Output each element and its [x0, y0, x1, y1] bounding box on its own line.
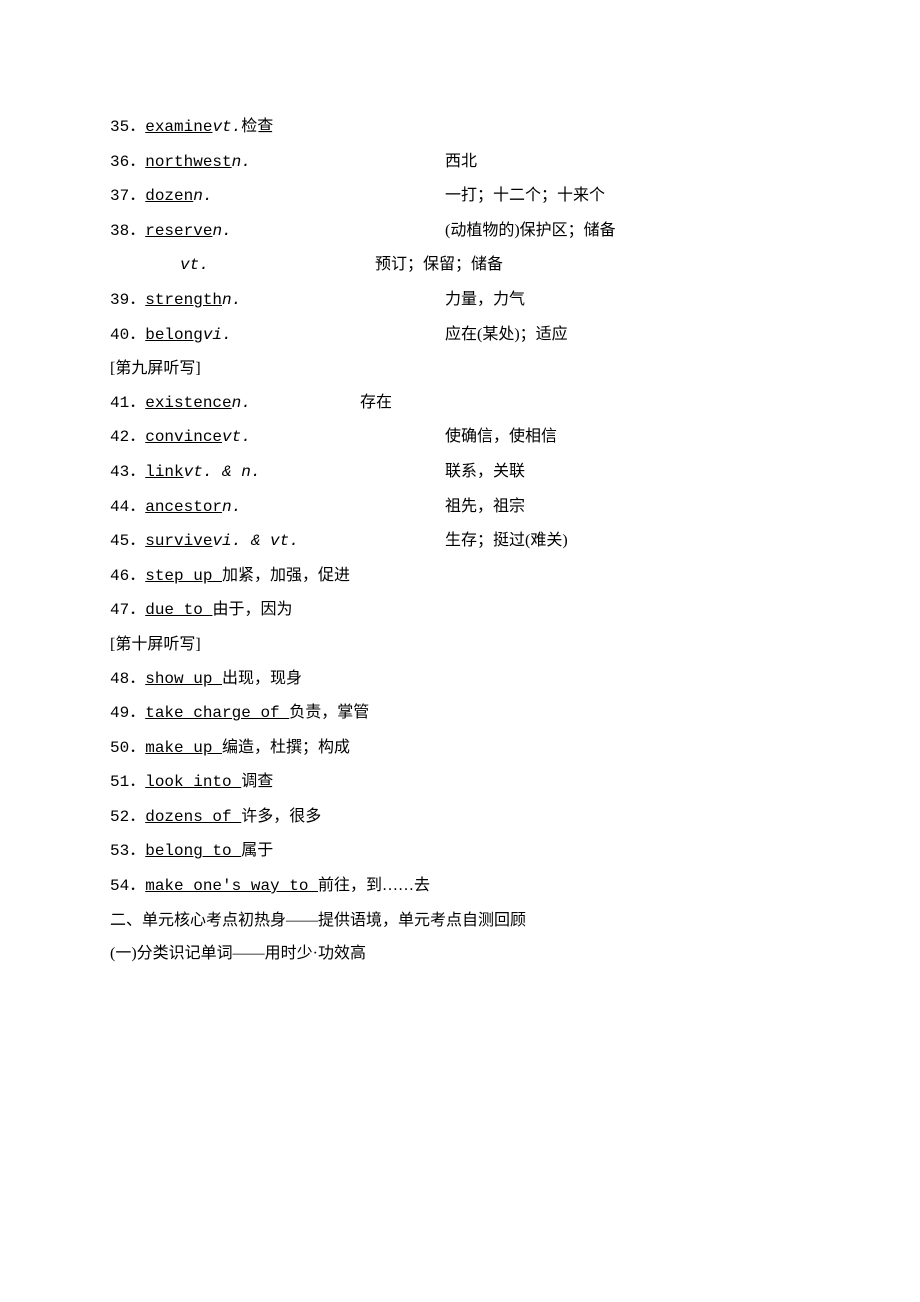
- entry-pos: n.: [212, 222, 231, 240]
- entry-def: 应在(某处)；适应: [445, 318, 568, 352]
- entry-term: examine: [145, 118, 212, 136]
- entry-term: ancestor: [145, 498, 222, 516]
- entry-pos: vi.: [203, 326, 232, 344]
- entry-pos: n.: [232, 153, 251, 171]
- vocab-entry: 54．make one's way to 前往，到……去: [110, 869, 810, 904]
- entry-term: link: [145, 463, 183, 481]
- entry-number: 51．: [110, 773, 145, 791]
- entry-term: reserve: [145, 222, 212, 240]
- entry-number: 53．: [110, 842, 145, 860]
- entry-number: 39．: [110, 291, 145, 309]
- entry-term: due to: [145, 601, 212, 619]
- entry-def: 前往，到……去: [318, 877, 430, 894]
- entry-pos: vi. & vt.: [212, 532, 298, 550]
- entry-number: 40．: [110, 326, 145, 344]
- vocab-entry: 44．ancestorn. 祖先，祖宗: [110, 490, 810, 525]
- entry-def: 力量，力气: [445, 283, 525, 317]
- entry-pos: n.: [232, 394, 251, 412]
- entry-def: 调查: [241, 773, 273, 790]
- entry-number: 44．: [110, 498, 145, 516]
- entry-number: 54．: [110, 877, 145, 895]
- vocab-entry: 38．reserven. (动植物的)保护区；储备: [110, 214, 810, 249]
- entry-pos: vt.: [212, 118, 241, 136]
- entry-term: belong to: [145, 842, 241, 860]
- entry-pos: n.: [222, 498, 241, 516]
- footer-heading-1: 二、单元核心考点初热身——提供语境，单元考点自测回顾: [110, 904, 810, 938]
- vocab-entry: 39．strengthn. 力量，力气: [110, 283, 810, 318]
- vocab-entry: 37．dozenn. 一打；十二个；十来个: [110, 179, 810, 214]
- entry-term: convince: [145, 428, 222, 446]
- entry-def: 检查: [241, 118, 273, 135]
- vocab-entry: 43．linkvt. & n. 联系，关联: [110, 455, 810, 490]
- entry-number: 41．: [110, 394, 145, 412]
- entry-term: show up: [145, 670, 222, 688]
- entry-term: take charge of: [145, 704, 289, 722]
- entry-def: 出现，现身: [222, 670, 302, 687]
- entry-number: 42．: [110, 428, 145, 446]
- entry-def: 编造，杜撰；构成: [222, 739, 350, 756]
- vocab-entry: 42．convincevt. 使确信，使相信: [110, 420, 810, 455]
- entry-number: 36．: [110, 153, 145, 171]
- vocab-entry: 51．look into 调查: [110, 765, 810, 800]
- entry-term: make one's way to: [145, 877, 318, 895]
- entry-number: 47．: [110, 601, 145, 619]
- entry-term: look into: [145, 773, 241, 791]
- entry-number: 46．: [110, 567, 145, 585]
- entry-term: dozens of: [145, 808, 241, 826]
- entry-term: make up: [145, 739, 222, 757]
- section-header-10: [第十屏听写]: [110, 628, 810, 662]
- vocab-entry: 36．north­westn. 西北: [110, 145, 810, 180]
- entry-def: 属于: [241, 842, 273, 859]
- entry-def: 联系，关联: [445, 455, 525, 489]
- entry-term: step up: [145, 567, 222, 585]
- vocab-entry: 40．belongvi. 应在(某处)；适应: [110, 318, 810, 353]
- entry-number: 45．: [110, 532, 145, 550]
- vocab-entry: 35．examinevt.检查: [110, 110, 810, 145]
- entry-def: 预订；保留；储备: [375, 248, 503, 282]
- vocab-entry: 52．dozens of 许多，很多: [110, 800, 810, 835]
- vocab-entry: 48．show up 出现，现身: [110, 662, 810, 697]
- vocab-entry-sub: vt. 预订；保留；储备: [110, 248, 810, 283]
- entry-def: 负责，掌管: [289, 704, 369, 721]
- entry-def: 一打；十二个；十来个: [445, 179, 605, 213]
- vocab-entry: 49．take charge of 负责，掌管: [110, 696, 810, 731]
- entry-number: 48．: [110, 670, 145, 688]
- entry-number: 50．: [110, 739, 145, 757]
- entry-pos: vt.: [180, 256, 209, 274]
- entry-number: 35．: [110, 118, 145, 136]
- entry-def: 生存；挺过(难关): [445, 524, 568, 558]
- entry-pos: n.: [222, 291, 241, 309]
- entry-number: 43．: [110, 463, 145, 481]
- vocab-entry: 53．belong to 属于: [110, 834, 810, 869]
- entry-number: 49．: [110, 704, 145, 722]
- entry-term: dozen: [145, 187, 193, 205]
- vocab-entry: 45．survivevi. & vt. 生存；挺过(难关): [110, 524, 810, 559]
- entry-pos: vt.: [222, 428, 251, 446]
- section-header-9: [第九屏听写]: [110, 352, 810, 386]
- vocab-entry: 47．due to 由于，因为: [110, 593, 810, 628]
- entry-term: strength: [145, 291, 222, 309]
- entry-term: belong: [145, 326, 203, 344]
- document-page: 35．examinevt.检查 36．north­westn. 西北 37．do…: [0, 0, 920, 1302]
- entry-number: 37．: [110, 187, 145, 205]
- entry-pos: n.: [193, 187, 212, 205]
- entry-def: 许多，很多: [241, 808, 321, 825]
- entry-def: 存在: [360, 386, 392, 420]
- entry-def: 由于，因为: [212, 601, 292, 618]
- vocab-entry: 41．existencen. 存在: [110, 386, 810, 421]
- entry-number: 38．: [110, 222, 145, 240]
- entry-pos: vt. & n.: [184, 463, 261, 481]
- footer-heading-2: (一)分类识记单词——用时少·功效高: [110, 937, 810, 971]
- entry-def: 使确信，使相信: [445, 420, 557, 454]
- vocab-entry: 46．step up 加紧，加强，促进: [110, 559, 810, 594]
- entry-def: (动植物的)保护区；储备: [445, 214, 616, 248]
- entry-def: 祖先，祖宗: [445, 490, 525, 524]
- entry-term: existence: [145, 394, 231, 412]
- entry-number: 52．: [110, 808, 145, 826]
- vocab-entry: 50．make up 编造，杜撰；构成: [110, 731, 810, 766]
- entry-def: 加紧，加强，促进: [222, 567, 350, 584]
- entry-def: 西北: [445, 145, 477, 179]
- entry-term: survive: [145, 532, 212, 550]
- entry-term: north­west: [145, 153, 231, 171]
